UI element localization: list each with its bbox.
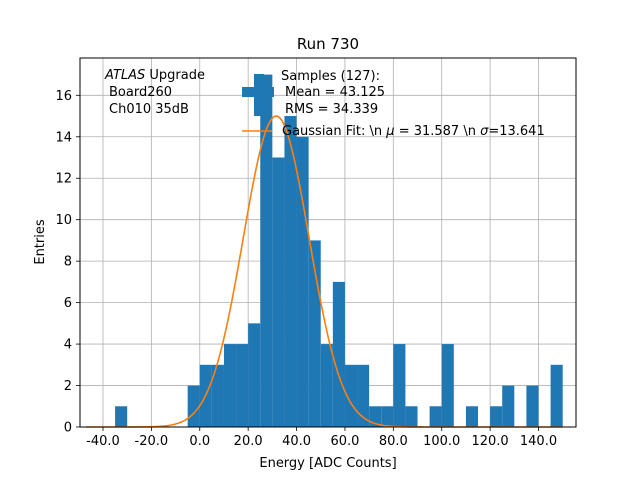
y-tick-label-7: 14 — [55, 130, 72, 145]
x-tick-label-3: 20.0 — [234, 434, 263, 449]
histogram-bar-25 — [526, 385, 539, 427]
annotation-upgrade: Upgrade — [145, 68, 205, 83]
x-tick-label-5: 60.0 — [330, 434, 359, 449]
plot-frame — [79, 57, 577, 428]
histogram-bar-4 — [223, 344, 237, 427]
histogram-bar-26 — [550, 364, 563, 427]
x-tick-label-7: 100.0 — [423, 434, 460, 449]
x-tick-label-0: -40.0 — [86, 434, 120, 449]
histogram-bars — [115, 74, 563, 428]
y-tick-label-4: 8 — [64, 255, 72, 270]
histogram-bar-18 — [393, 344, 406, 427]
legend-fit-mu-value: = 31.587 \n — [395, 124, 481, 139]
y-tick-label-5: 10 — [55, 213, 72, 228]
histogram-bar-12 — [320, 344, 333, 427]
histogram-bar-7 — [260, 74, 273, 428]
y-tick-label-6: 12 — [55, 172, 72, 187]
legend-fit-text: Gaussian Fit: \n μ = 31.587 \n σ=13.641 — [282, 124, 545, 139]
histogram-bar-9 — [284, 116, 297, 427]
histogram-bar-19 — [405, 406, 418, 427]
histogram-bar-10 — [296, 136, 309, 428]
histogram-bar-15 — [357, 364, 370, 427]
histogram-bar-20 — [429, 406, 442, 427]
x-tick-label-8: 120.0 — [471, 434, 508, 449]
annotation-line-3: Ch010 35dB — [109, 102, 189, 117]
x-axis-label: Energy [ADC Counts] — [259, 456, 396, 471]
annotation-line-1: ATLAS Upgrade — [104, 68, 205, 83]
legend-samples-line-3: RMS = 34.339 — [285, 102, 378, 117]
y-tick-label-8: 16 — [55, 89, 72, 104]
histogram-bar-21 — [441, 344, 454, 427]
x-tick-label-9: 140.0 — [520, 434, 557, 449]
x-tick-label-1: -20.0 — [135, 434, 169, 449]
histogram-bar-1 — [187, 385, 200, 427]
x-tick-label-2: 0.0 — [189, 434, 210, 449]
legend-fit-mu-symbol: μ — [385, 124, 394, 139]
y-tick-label-1: 2 — [64, 379, 72, 394]
legend-samples-line-2: Mean = 43.125 — [285, 85, 385, 100]
histogram-bar-0 — [115, 406, 128, 427]
y-tick-label-2: 4 — [64, 338, 72, 353]
annotation-line-2: Board260 — [109, 85, 172, 100]
histogram-bar-6 — [248, 323, 261, 427]
y-axis-label: Entries — [33, 219, 48, 265]
x-axis-ticks: -40.0 -20.0 0.0 20.0 40.0 60.0 80.0 100.0 120.0 1… — [86, 427, 557, 449]
annotation-atlas: ATLAS — [104, 68, 145, 83]
legend-samples-swatch-horizontal — [242, 87, 274, 97]
histogram-bar-14 — [344, 364, 358, 427]
legend-fit-sigma-value: =13.641 — [488, 124, 544, 139]
histogram-bar-23 — [490, 406, 503, 427]
histogram-bar-3 — [211, 364, 224, 427]
histogram-bar-17 — [381, 406, 394, 427]
legend: Samples (127): Mean = 43.125 RMS = 34.33… — [242, 69, 545, 139]
histogram-bar-24 — [502, 385, 515, 427]
y-tick-label-3: 6 — [64, 296, 72, 311]
y-tick-label-0: 0 — [64, 421, 72, 436]
legend-fit-sigma-symbol: σ — [480, 124, 489, 139]
chart-title: Run 730 — [297, 35, 359, 53]
x-tick-label-6: 80.0 — [379, 434, 408, 449]
legend-samples-line-1: Samples (127): — [281, 69, 380, 84]
x-tick-label-4: 40.0 — [282, 434, 311, 449]
y-axis-ticks: 0 2 4 6 8 10 12 14 16 — [55, 89, 80, 436]
histogram-bar-8 — [272, 157, 285, 427]
histogram-bar-13 — [332, 281, 345, 427]
legend-fit-prefix: Gaussian Fit: \n — [282, 124, 386, 139]
histogram-bar-5 — [236, 344, 249, 427]
histogram-bar-22 — [465, 406, 479, 427]
